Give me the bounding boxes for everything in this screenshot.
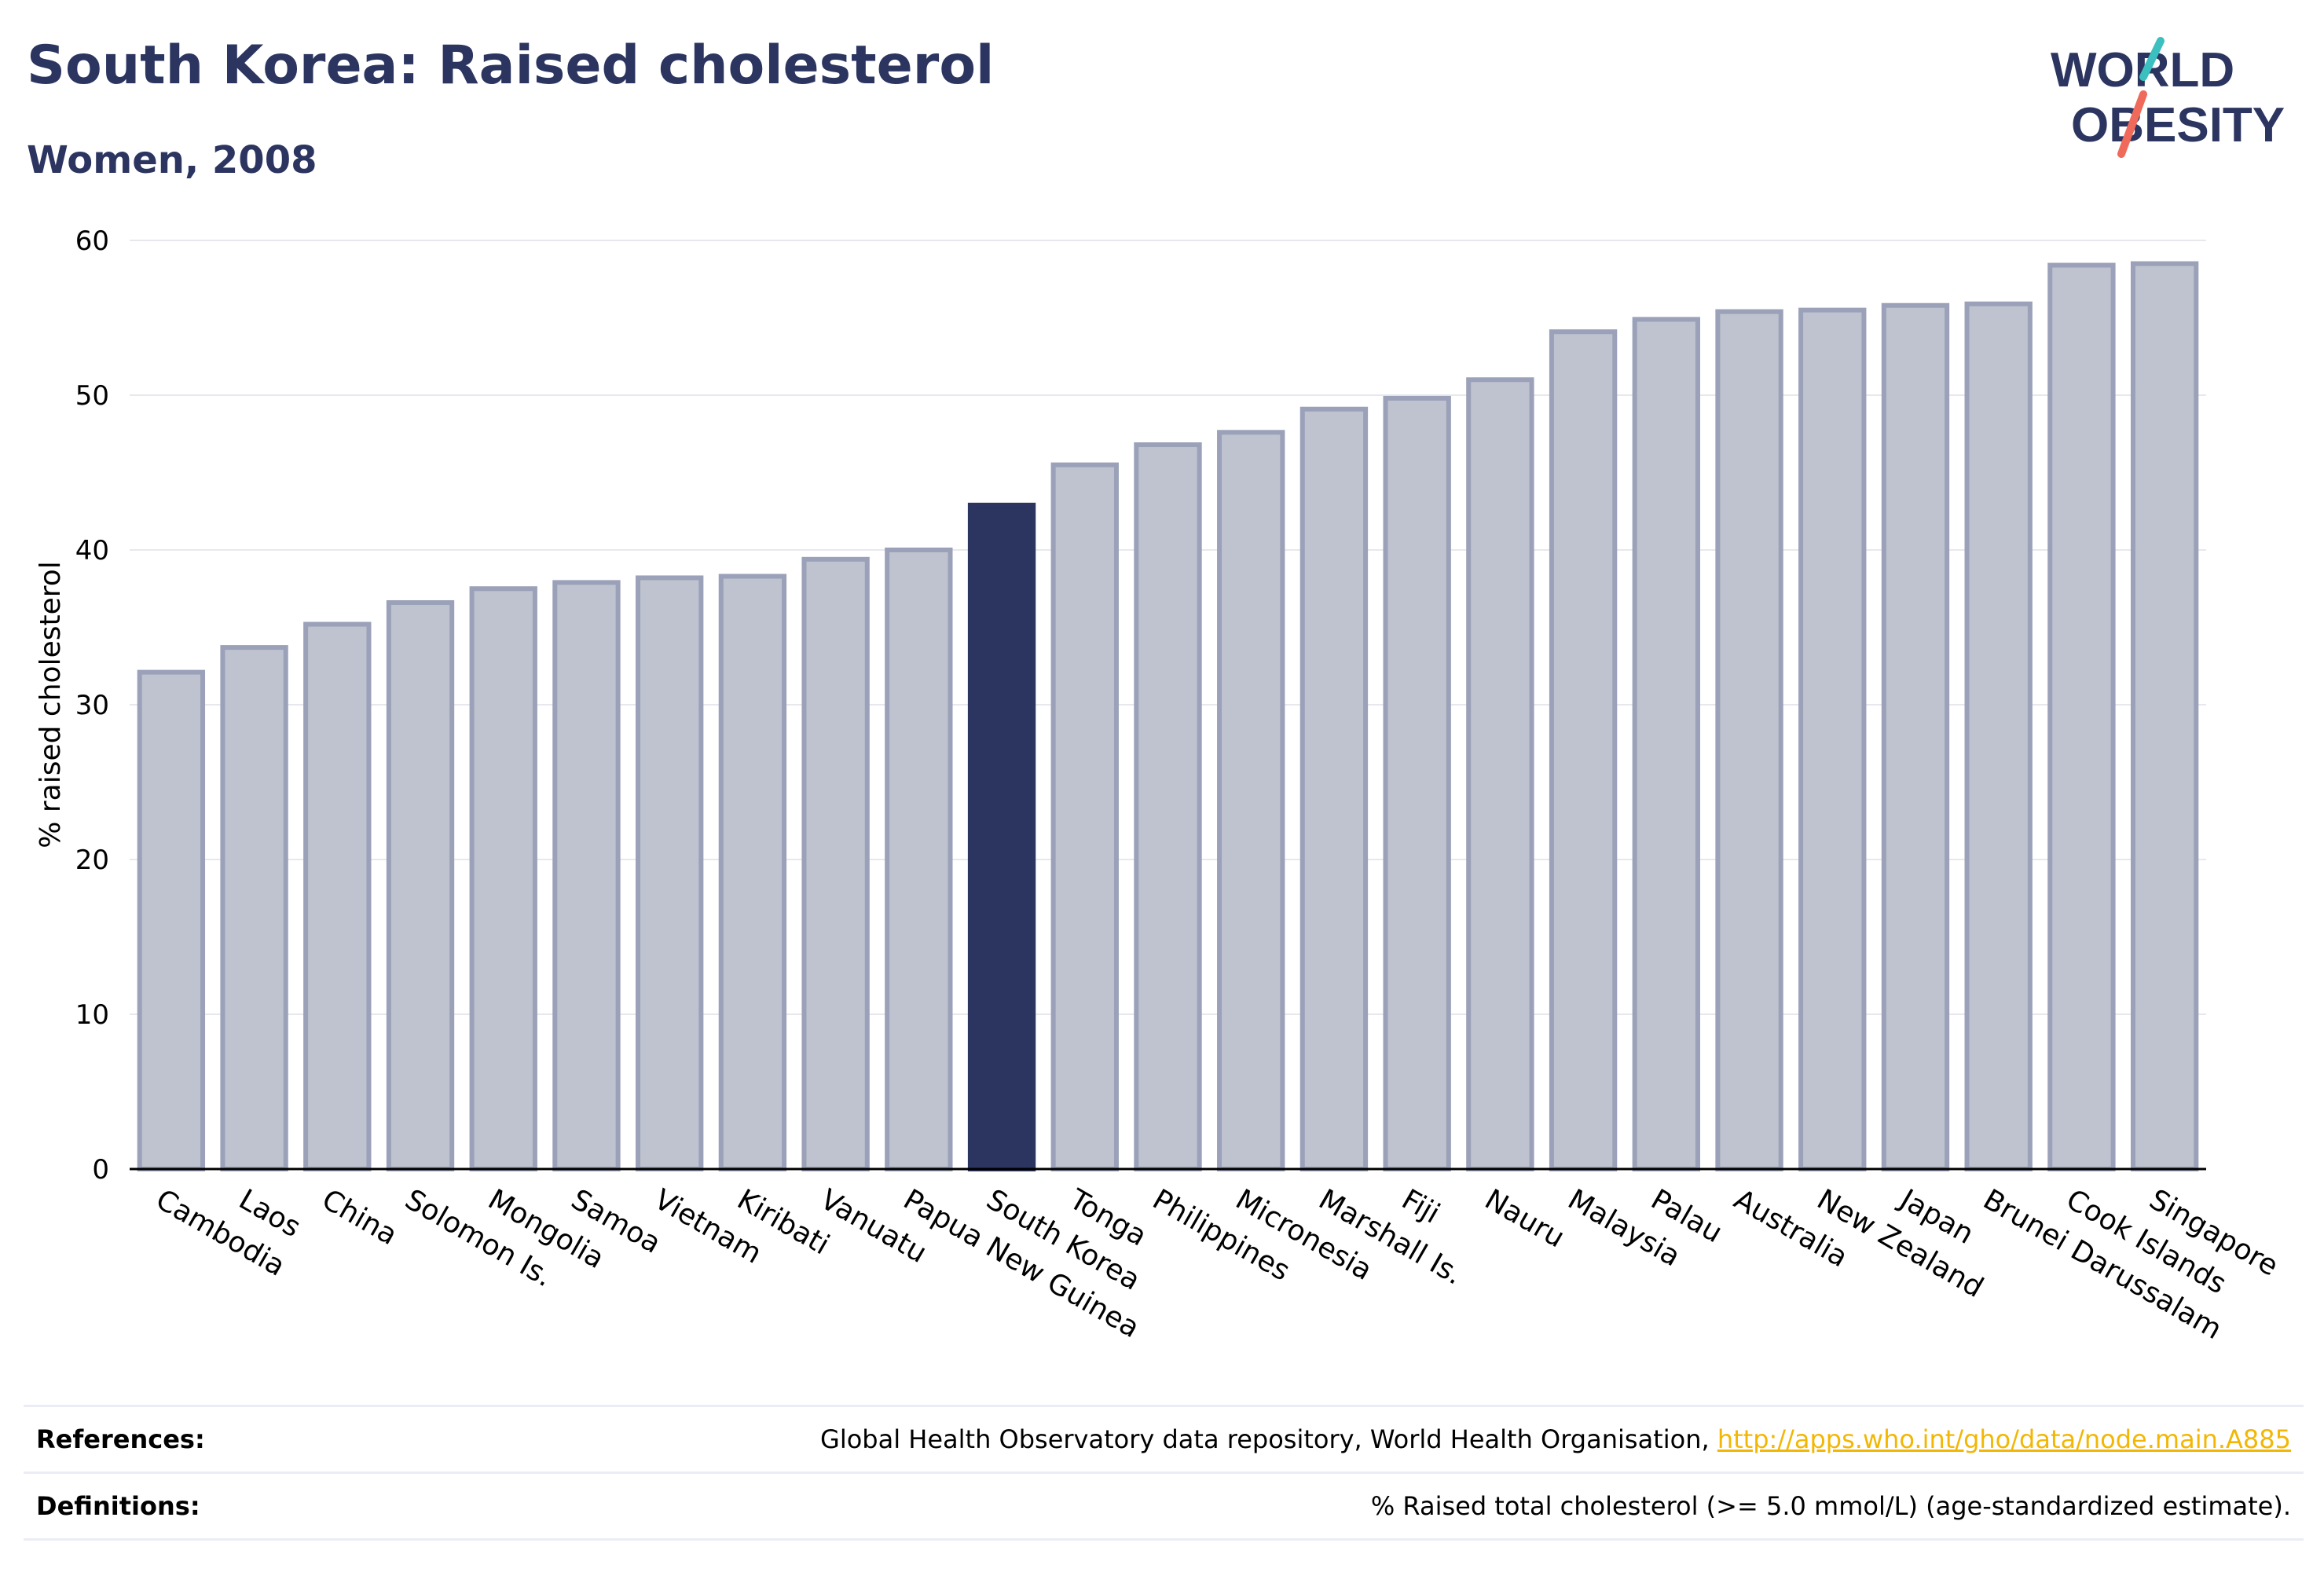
- y-axis-label: % raised cholesterol: [35, 561, 67, 848]
- y-tick-label: 20: [75, 845, 109, 876]
- bar: [303, 621, 372, 1171]
- y-tick-label: 40: [75, 535, 109, 566]
- bar: [552, 580, 621, 1171]
- bar: [386, 599, 455, 1171]
- y-tick-label: 30: [75, 690, 109, 721]
- world-obesity-logo: WORLD OBESITY: [2051, 37, 2285, 158]
- bar: [1798, 307, 1867, 1171]
- references-row: References: Global Health Observatory da…: [24, 1405, 2304, 1472]
- y-tick-label: 50: [75, 380, 109, 412]
- bar: [2130, 261, 2199, 1171]
- bar: [1964, 301, 2033, 1171]
- logo-slash-coral: [2117, 90, 2147, 158]
- bar: [801, 556, 870, 1171]
- bar: [469, 586, 537, 1171]
- y-tick-label: 10: [75, 999, 109, 1031]
- bar: [1466, 377, 1534, 1171]
- references-value: Global Health Observatory data repositor…: [820, 1424, 2304, 1454]
- bar: [1383, 395, 1451, 1171]
- bar: [1715, 309, 1783, 1171]
- references-label: References:: [36, 1424, 205, 1454]
- bar: [1632, 317, 1700, 1172]
- bar: [220, 645, 288, 1171]
- bar: [1134, 442, 1202, 1171]
- bar: [137, 669, 206, 1171]
- bar: [2047, 262, 2116, 1171]
- bar: [885, 548, 953, 1171]
- bar: [1299, 406, 1369, 1171]
- bar-highlighted: [967, 502, 1036, 1171]
- x-tick-label: China: [317, 1183, 403, 1252]
- bar: [718, 574, 787, 1171]
- references-text: Global Health Observatory data repositor…: [820, 1424, 1710, 1454]
- x-tick-label: Fiji: [1396, 1183, 1445, 1230]
- definitions-value: % Raised total cholesterol (>= 5.0 mmol/…: [1370, 1491, 2291, 1521]
- x-tick-label: Nauru: [1479, 1183, 1570, 1254]
- definitions-label: Definitions:: [36, 1491, 200, 1521]
- y-tick-label: 60: [75, 225, 109, 257]
- bar: [1549, 329, 1618, 1172]
- references-link[interactable]: http://apps.who.int/gho/data/node.main.A…: [1717, 1424, 2291, 1454]
- references-table: References: Global Health Observatory da…: [24, 1405, 2304, 1541]
- bar: [1217, 430, 1285, 1171]
- logo-word-obesity: OBESITY: [2071, 98, 2285, 152]
- chart-subtitle: Women, 2008: [27, 138, 317, 182]
- y-tick-label: 0: [92, 1154, 109, 1186]
- chart-title: South Korea: Raised cholesterol: [27, 35, 995, 97]
- bar: [1881, 302, 1950, 1171]
- bar: [636, 575, 704, 1171]
- bar: [1050, 462, 1119, 1171]
- definitions-row: Definitions: % Raised total cholesterol …: [24, 1472, 2304, 1541]
- logo-slash-teal: [2139, 37, 2165, 81]
